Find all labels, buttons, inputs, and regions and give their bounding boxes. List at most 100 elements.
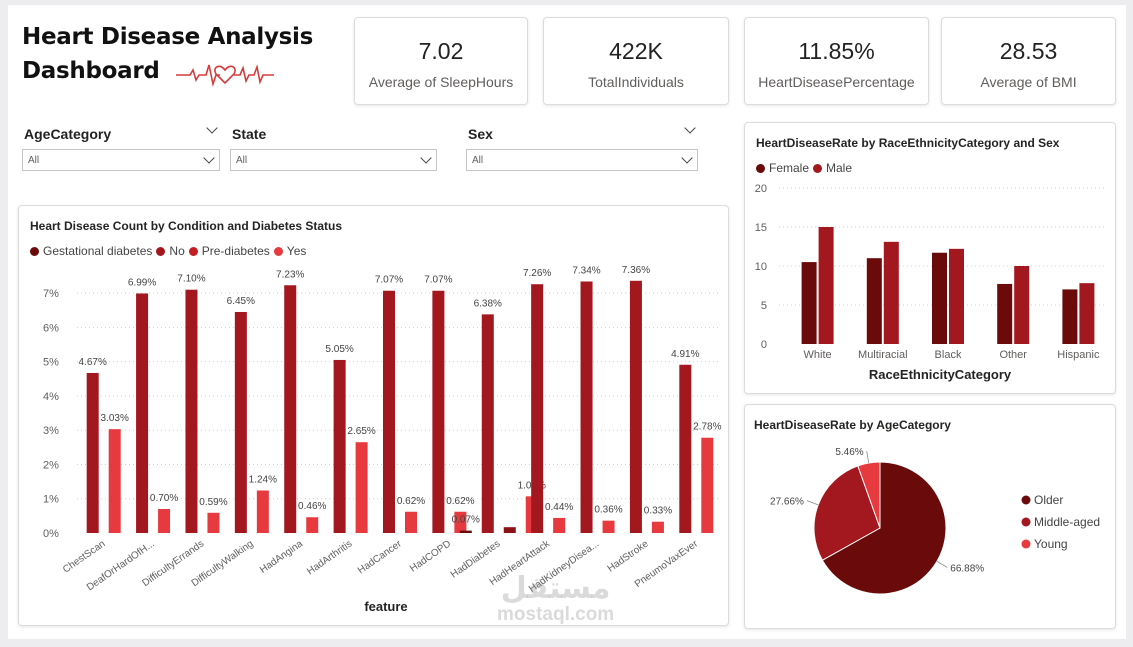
kpi-card-total-individuals: 422K TotalIndividuals <box>543 17 729 105</box>
chevron-down-icon <box>420 152 432 164</box>
bar <box>454 511 467 533</box>
bar <box>207 512 220 533</box>
slicer-value: All <box>472 155 484 166</box>
legend-label: Male <box>826 161 853 175</box>
data-label: 7.10% <box>177 274 205 285</box>
bar <box>801 262 817 344</box>
chevron-down-icon <box>203 152 215 164</box>
y-tick-label: 4% <box>43 391 59 403</box>
x-tick-label: HadCancer <box>356 538 404 576</box>
legend-item[interactable]: Yes <box>273 244 307 258</box>
slicer-dropdown-state[interactable]: All <box>230 149 437 171</box>
kpi-label: Average of BMI <box>980 74 1077 90</box>
condition-diabetes-bar-chart: 0%1%2%3%4%5%6%7%ChestScanDeafOrHardOfH..… <box>43 265 722 614</box>
bar <box>651 521 664 533</box>
age-category-pie-card: HeartDiseaseRate by AgeCategory 66.88% 27… <box>744 404 1116 629</box>
data-label: 6.45% <box>227 296 255 307</box>
data-label: 2.78% <box>693 422 721 433</box>
slicer-value: All <box>28 155 40 166</box>
legend-item[interactable]: Gestational diabetes <box>30 244 152 258</box>
legend-label: Older <box>1034 493 1063 507</box>
legend-dot-icon <box>273 246 283 256</box>
bar <box>679 364 692 533</box>
kpi-value: 28.53 <box>999 38 1058 64</box>
slice-leader-line <box>866 451 870 464</box>
chart-legend: Female Male <box>756 161 856 175</box>
slice-label: 5.46% <box>835 447 863 458</box>
pie-slice <box>813 465 881 561</box>
bar <box>1079 283 1095 344</box>
data-label: 7.34% <box>572 265 600 276</box>
data-label: 6.38% <box>474 298 502 309</box>
x-axis-title: feature <box>364 599 407 614</box>
legend-dot-icon <box>1021 495 1031 505</box>
legend-dot-icon <box>813 163 823 173</box>
legend-item[interactable]: Male <box>813 161 852 175</box>
legend-item[interactable]: Pre-diabetes <box>188 244 270 258</box>
data-label: 0.07% <box>452 515 480 526</box>
legend-dot-icon <box>156 246 166 256</box>
bar <box>355 442 368 533</box>
kpi-value: 422K <box>609 38 663 64</box>
data-label: 0.46% <box>298 501 326 512</box>
bar <box>86 372 99 533</box>
kpi-card-average-bmi: 28.53 Average of BMI <box>941 17 1116 105</box>
data-label: 0.70% <box>150 493 178 504</box>
y-tick-label: 2% <box>43 459 59 471</box>
title-line-2: Dashboard <box>22 58 160 84</box>
data-label: 0.59% <box>199 497 227 508</box>
pie-slice <box>821 461 947 595</box>
kpi-card-heart-disease-percentage: 11.85% HeartDiseasePercentage <box>744 17 929 105</box>
x-tick-label: HadArthritis <box>305 538 354 577</box>
legend-label: Yes <box>286 244 307 258</box>
bar <box>629 280 642 533</box>
bar <box>284 285 297 533</box>
bar <box>701 437 714 533</box>
legend-dot-icon <box>756 163 765 173</box>
dashboard-title: Heart Disease Analysis Dashboard <box>22 20 313 88</box>
bar <box>883 241 899 344</box>
race-sex-chart-card: HeartDiseaseRate by RaceEthnicityCategor… <box>744 122 1116 394</box>
bar <box>432 290 445 533</box>
title-line-1: Heart Disease Analysis <box>22 24 314 50</box>
bar <box>932 252 947 344</box>
condition-diabetes-chart-card: Heart Disease Count by Condition and Dia… <box>18 205 729 626</box>
x-tick-label: ChestScan <box>61 538 107 575</box>
chevron-down-icon <box>681 152 693 164</box>
data-label: 7.26% <box>523 268 551 279</box>
y-tick-label: 3% <box>43 425 59 437</box>
x-tick-label: White <box>804 349 832 361</box>
y-tick-label: 5% <box>43 357 59 369</box>
legend-dot-icon <box>1021 539 1031 549</box>
data-label: 5.05% <box>325 344 353 355</box>
bar <box>531 284 544 533</box>
bar <box>306 517 319 533</box>
slice-label: 27.66% <box>770 497 804 508</box>
legend-item[interactable]: Female <box>756 161 809 175</box>
legend-label: Female <box>769 161 810 175</box>
kpi-label: TotalIndividuals <box>588 74 684 90</box>
data-label: 0.62% <box>397 496 425 507</box>
x-tick-label: HadCOPD <box>408 538 453 574</box>
bar <box>383 290 395 533</box>
legend-label: No <box>169 244 185 258</box>
x-tick-label: Multiracial <box>858 349 908 361</box>
slicer-dropdown-sex[interactable]: All <box>466 149 698 171</box>
kpi-value: 7.02 <box>418 38 464 64</box>
race-sex-bar-chart: 0 5 10 15 20 White Multiracial Black Other Hispan… <box>755 183 1105 382</box>
kpi-label: HeartDiseasePercentage <box>758 74 915 90</box>
data-label: 0.33% <box>644 506 672 517</box>
legend-item[interactable]: No <box>156 244 185 258</box>
bar <box>949 248 964 344</box>
slicer-label-agecategory: AgeCategory <box>24 126 112 142</box>
data-label: 7.07% <box>424 275 452 286</box>
kpi-card-sleep-hours: 7.02 Average of SleepHours <box>354 17 528 105</box>
slicer-value: All <box>236 155 248 166</box>
legend-label: Young <box>1034 537 1068 551</box>
bar <box>553 517 566 533</box>
slicer-dropdown-agecategory[interactable]: All <box>22 149 220 171</box>
heartbeat-icon <box>176 64 274 88</box>
chart-legend: Gestational diabetes No Pre-diabetes Yes <box>30 244 310 258</box>
bar <box>185 289 198 533</box>
bar <box>256 490 269 533</box>
